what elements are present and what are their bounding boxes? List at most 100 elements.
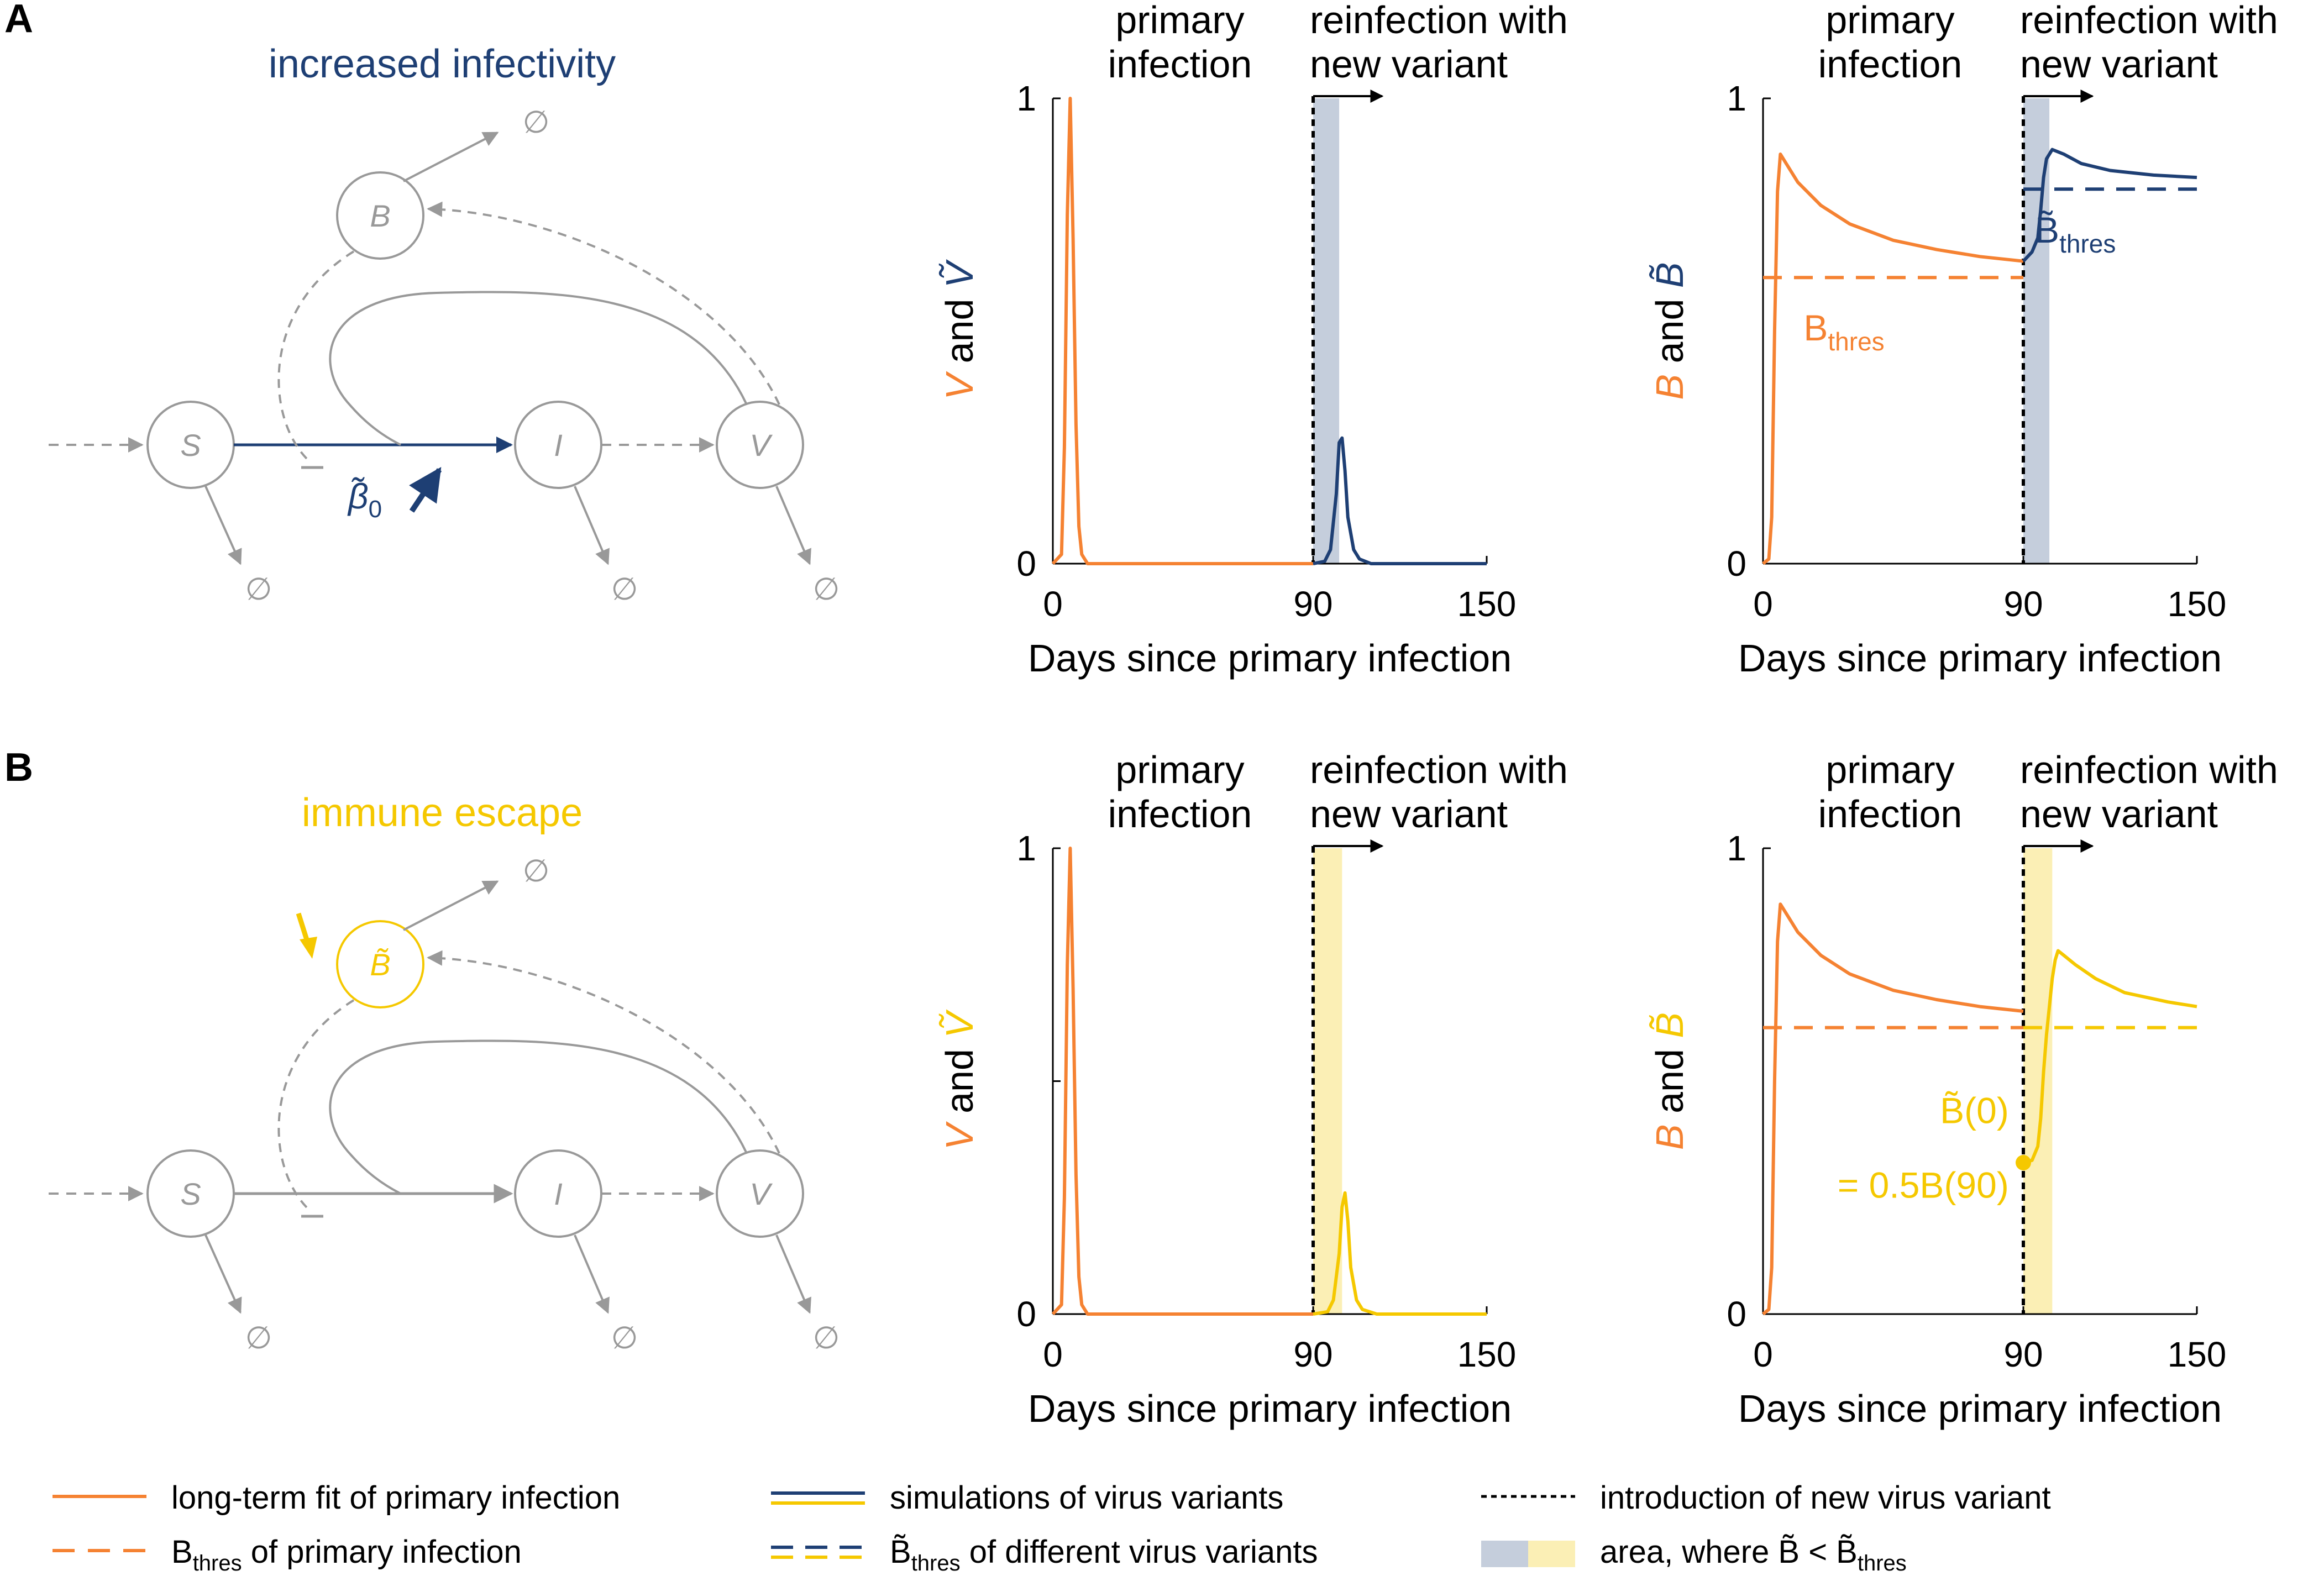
header-reinfection-line2: new variant [2020, 792, 2218, 836]
y-axis-label-part: Ṽ [938, 259, 981, 288]
shaded-area [1313, 98, 1340, 564]
node-label-I: I [554, 428, 563, 463]
shaded-area [1313, 848, 1342, 1314]
node-B [336, 171, 424, 260]
x-axis-label: Days since primary infection [1028, 1387, 1512, 1430]
y-axis-label-part: B [1648, 374, 1691, 400]
header-primary-line2: infection [1818, 792, 1963, 836]
header-reinfection-line1: reinfection with [1310, 0, 1568, 41]
y-axis-label-part: and [1648, 1038, 1691, 1125]
panel-letter: B [4, 745, 33, 790]
x-tick-label: 150 [2168, 584, 2227, 624]
series-line [1313, 1191, 1487, 1316]
header-primary-line1: primary [1825, 0, 1954, 41]
node-label-V: V [749, 1176, 773, 1211]
legend-suffix: of primary infection [242, 1534, 522, 1570]
x-axis-label: Days since primary infection [1028, 637, 1512, 680]
decay-arrow [204, 486, 242, 565]
beta-subscript: 0 [369, 496, 382, 523]
node-label-B: B̃ [370, 947, 390, 982]
header-primary-line1: primary [1115, 748, 1244, 791]
null-symbol: ∅ [245, 571, 272, 606]
legend-item: Bthres of primary infection [53, 1534, 522, 1575]
series-line [1762, 153, 2024, 565]
annotation-subscript: thres [1828, 327, 1884, 356]
node-B [336, 920, 424, 1008]
null-symbol: ∅ [813, 571, 840, 606]
legend: long-term fit of primary infection Bthres… [53, 1480, 2051, 1575]
header-reinfection-line1: reinfection with [1310, 748, 1568, 791]
virus-feedback-curve [329, 1039, 747, 1195]
legend-label: introduction of new virus variant [1600, 1480, 2051, 1516]
y-tick-label: 1 [1727, 828, 1746, 868]
y-axis-label: V and Ṽ [938, 1009, 981, 1150]
legend-label: long-term fit of primary infection [171, 1480, 620, 1516]
x-tick-label: 0 [1753, 584, 1773, 624]
beta-label: β̃0 [347, 476, 382, 523]
y-axis-label-part: and [938, 1038, 981, 1125]
legend-label: area, where B̃ < B̃thres [1600, 1534, 1907, 1575]
legend-subscript: thres [193, 1551, 242, 1575]
down-arrow-head [300, 937, 317, 959]
decay-arrow [204, 1234, 242, 1314]
x-tick-label: 150 [1457, 1335, 1517, 1374]
node-label-V: V [749, 428, 773, 463]
series-line [1051, 847, 1313, 1316]
y-tick-label: 1 [1016, 78, 1036, 118]
annotation: B̃(0) [1940, 1090, 2009, 1131]
scenario-label: immune escape [302, 791, 583, 835]
y-axis-label: V and Ṽ [938, 259, 981, 400]
x-tick-label: 150 [1457, 584, 1517, 624]
panel-letter: A [4, 0, 33, 41]
y-axis-label-part: Ṽ [938, 1009, 981, 1038]
null-symbol: ∅ [523, 853, 550, 888]
x-tick-label: 90 [1293, 584, 1333, 624]
series-line [2023, 949, 2197, 1164]
y-axis-label: B and B̃ [1648, 262, 1691, 400]
x-tick-label: 0 [1043, 1335, 1063, 1374]
null-symbol: ∅ [813, 1320, 840, 1355]
header-primary-line2: infection [1108, 43, 1252, 86]
y-tick-label: 0 [1727, 544, 1746, 584]
y-tick-label: 1 [1727, 78, 1746, 118]
null-symbol: ∅ [245, 1320, 272, 1355]
decay-arrow [574, 486, 610, 565]
x-tick-label: 90 [1293, 1335, 1333, 1374]
series-line [1762, 902, 2024, 1316]
decay-arrow [403, 132, 499, 182]
legend-swatch [1481, 1541, 1528, 1567]
legend-subscript: thres [1858, 1551, 1907, 1575]
legend-label: Bthres of primary infection [171, 1534, 522, 1575]
shaded-area [2023, 848, 2053, 1314]
header-reinfection-line1: reinfection with [2020, 0, 2278, 41]
legend-suffix: of different virus variants [961, 1534, 1318, 1570]
y-axis-label-part: B [1648, 1124, 1691, 1150]
y-tick-label: 0 [1016, 1294, 1036, 1334]
y-axis-label-part: V [938, 1121, 981, 1150]
y-tick-label: 0 [1016, 544, 1036, 584]
header-reinfection-line1: reinfection with [2020, 748, 2278, 791]
x-tick-label: 0 [1043, 584, 1063, 624]
legend-label: simulations of virus variants [890, 1480, 1283, 1516]
legend-item: long-term fit of primary infection [53, 1480, 620, 1516]
legend-item: area, where B̃ < B̃thres [1481, 1534, 1907, 1575]
null-symbol: ∅ [611, 1320, 638, 1355]
stimulation-arrow [427, 201, 780, 405]
x-tick-label: 90 [2003, 1335, 2043, 1374]
x-tick-label: 90 [2003, 584, 2043, 624]
header-primary-line1: primary [1825, 748, 1954, 791]
legend-subscript: thres [911, 1551, 961, 1575]
legend-item: introduction of new virus variant [1481, 1480, 2051, 1516]
node-label-I: I [554, 1176, 563, 1211]
legend-label: B̃thres of different virus variants [890, 1534, 1318, 1575]
y-axis-label-part: V [938, 371, 981, 400]
series-line [2022, 148, 2197, 262]
header-reinfection-line2: new variant [1310, 43, 1508, 86]
